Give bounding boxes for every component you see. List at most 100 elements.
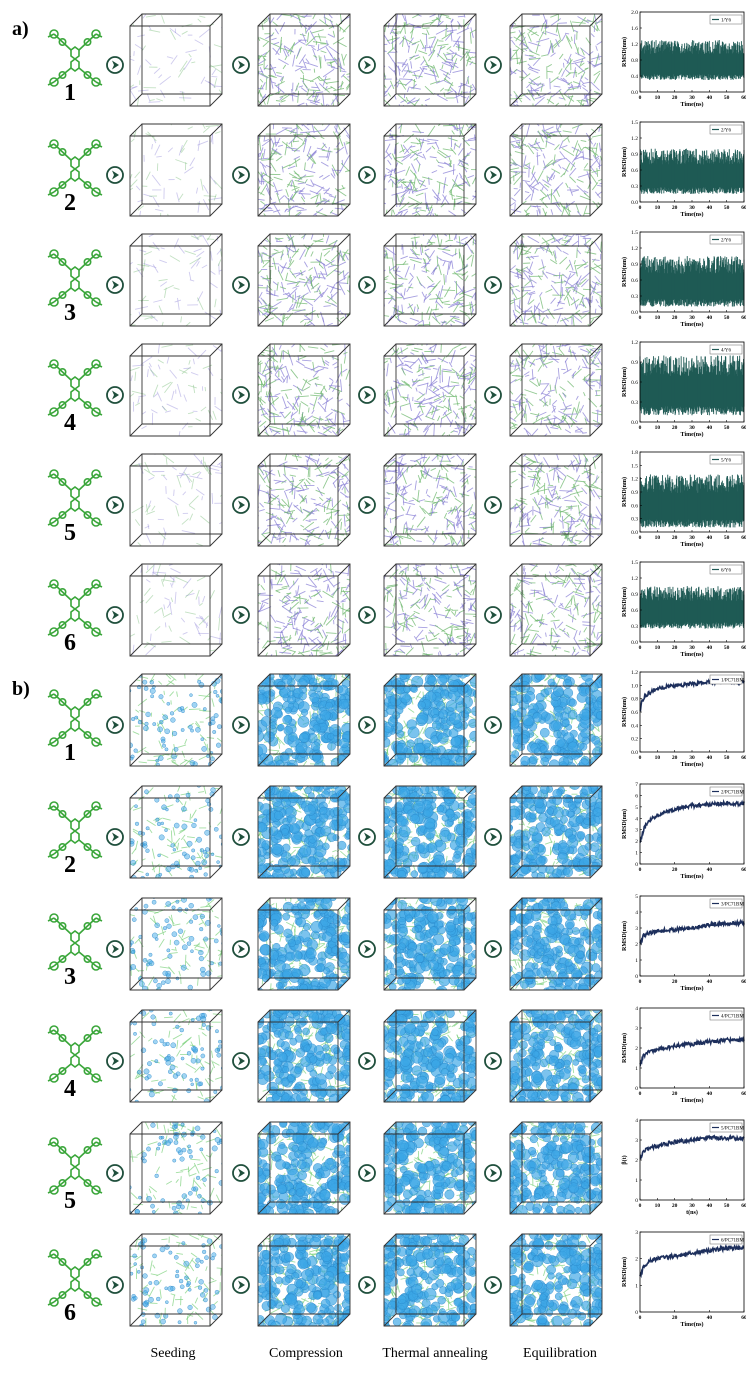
- chart-b-5-ylabel: β(t): [621, 1155, 628, 1164]
- chart-a-3-ytick: 1.2: [631, 246, 638, 252]
- row-number-a-3: 3: [64, 300, 76, 326]
- chart-a-1-ytick: 0.4: [631, 74, 638, 80]
- stage-arrow-b-3-1: [106, 940, 124, 958]
- chart-a-2-ytick: 0.0: [631, 200, 638, 206]
- chart-b-3-ytick: 0: [635, 974, 638, 980]
- chart-b-4-ytick: 0: [635, 1086, 638, 1092]
- chart-a-4-legend: 4/Y6: [709, 344, 743, 355]
- box-b-2-3: [382, 784, 478, 880]
- box-b-4-1: [128, 1008, 224, 1104]
- box-a-2-3: [382, 122, 478, 218]
- chart-b-4-ylabel: RMSD(nm): [621, 1033, 628, 1063]
- box-b-4-4: [508, 1008, 604, 1104]
- stage-arrow-a-4-3: [358, 386, 376, 404]
- chart-b-1-ytick: 0.6: [631, 710, 638, 716]
- stage-arrow-a-1-1: [106, 56, 124, 74]
- box-a-6-1: [128, 562, 224, 658]
- stage-arrow-a-4-2: [232, 386, 250, 404]
- box-a-2-2: [256, 122, 352, 218]
- chart-b-6-frame: [639, 1231, 745, 1313]
- chart-b-5-series: [639, 1133, 745, 1160]
- chart-b-4-xlabel: Time(ns): [681, 1097, 704, 1104]
- box-b-3-4: [508, 896, 604, 992]
- chart-a-3-xtick: 60: [741, 315, 746, 321]
- box-b-6-4: [508, 1232, 604, 1328]
- chart-a-6-xtick: 60: [741, 645, 746, 651]
- stage-arrow-b-5-1: [106, 1164, 124, 1182]
- chart-b-6-ytick: 2: [635, 1257, 638, 1263]
- chart-a-1-ytick: 1.6: [631, 26, 638, 32]
- stage-arrow-b-2-2: [232, 828, 250, 846]
- box-a-6-3: [382, 562, 478, 658]
- chart-b-2-ytick: 0: [635, 862, 638, 868]
- chart-b-3-ytick: 5: [635, 894, 638, 900]
- stage-arrow-a-1-2: [232, 56, 250, 74]
- chart-b-6-xlabel: Time(ns): [681, 1321, 704, 1328]
- box-b-4-3: [382, 1008, 478, 1104]
- chart-a-3-ytick: 0.3: [631, 294, 638, 300]
- chart-b-3-ytick: 4: [635, 910, 638, 916]
- chart-a-2-ytick: 0.6: [631, 168, 638, 174]
- stage-arrow-a-5-3: [358, 496, 376, 514]
- chart-a-3-xlabel: Time(ns): [681, 321, 704, 328]
- chart-a-5-ytick: 1.8: [631, 450, 638, 456]
- stage-arrow-b-3-4: [484, 940, 502, 958]
- stage-arrow-b-5-3: [358, 1164, 376, 1182]
- stage-arrow-a-2-2: [232, 166, 250, 184]
- chart-a-5-xtick: 20: [672, 535, 678, 541]
- chart-b-6-series: [639, 1243, 745, 1279]
- panel-b-label: b): [12, 678, 30, 700]
- chart-a-4-xtick: 50: [724, 425, 730, 431]
- chart-b-4-xtick: 40: [707, 1091, 713, 1097]
- chart-a-4-xtick: 0: [639, 425, 642, 431]
- stage-arrow-b-6-3: [358, 1276, 376, 1294]
- chart-b-6: 0 1 2 3 0 20 40 60 Time(ns) RMSD(nm) 6/PC71BM: [618, 1228, 747, 1328]
- chart-a-6-xtick: 20: [672, 645, 678, 651]
- chart-b-2-ytick: 6: [635, 793, 638, 799]
- box-a-3-1: [128, 232, 224, 328]
- chart-b-4-ytick: 2: [635, 1046, 638, 1052]
- box-b-5-2: [256, 1120, 352, 1216]
- chart-b-3: 0 1 2 3 4 5 0 20 40 60 Time(ns) RMSD(nm) 3/PC71BM: [618, 892, 747, 992]
- chart-a-5-ytick: 1.2: [631, 477, 638, 483]
- chart-a-1-xtick: 40: [707, 95, 713, 101]
- chart-a-1-ytick: 0.0: [631, 90, 638, 96]
- chart-a-6-ytick: 1.2: [631, 576, 638, 582]
- row-number-b-3: 3: [64, 964, 76, 990]
- stage-label-compression: Compression: [269, 1346, 343, 1361]
- box-a-2-1: [128, 122, 224, 218]
- box-a-1-4: [508, 12, 604, 108]
- chart-b-5-xtick: 30: [689, 1203, 695, 1209]
- chart-a-3-xtick: 40: [707, 315, 713, 321]
- chart-a-4-ylabel: RMSD(nm): [621, 367, 628, 397]
- box-b-2-4: [508, 784, 604, 880]
- chart-b-2-ytick: 1: [635, 851, 638, 857]
- chart-b-1-xtick: 20: [672, 755, 678, 761]
- chart-a-5-xtick: 0: [639, 535, 642, 541]
- stage-arrow-a-3-3: [358, 276, 376, 294]
- stage-arrow-b-1-1: [106, 716, 124, 734]
- chart-b-6-ytick: 3: [635, 1230, 638, 1236]
- chart-a-1-xtick: 50: [724, 95, 730, 101]
- row-number-a-1: 1: [64, 80, 76, 106]
- chart-b-1-series: [639, 677, 745, 712]
- box-b-5-4: [508, 1120, 604, 1216]
- stage-arrow-b-4-4: [484, 1052, 502, 1070]
- chart-b-3-ytick: 2: [635, 942, 638, 948]
- chart-a-3-ytick: 0.9: [631, 262, 638, 268]
- chart-a-2-ytick: 0.3: [631, 184, 638, 190]
- chart-b-2-xtick: 40: [707, 867, 713, 873]
- chart-a-2-ytick: 1.5: [631, 120, 638, 126]
- row-number-b-1: 1: [64, 740, 76, 766]
- box-a-1-3: [382, 12, 478, 108]
- stage-arrow-a-6-1: [106, 606, 124, 624]
- chart-a-4-ytick: 0.3: [631, 400, 638, 406]
- box-b-3-1: [128, 896, 224, 992]
- chart-b-6-xtick: 40: [707, 1315, 713, 1321]
- chart-b-5-xtick: 10: [655, 1203, 661, 1209]
- chart-a-2-legend: 2/Y6: [709, 124, 743, 135]
- molecule-a-2: [40, 130, 110, 200]
- row-number-a-4: 4: [64, 410, 76, 436]
- chart-b-3-xtick: 20: [672, 979, 678, 985]
- box-a-4-2: [256, 342, 352, 438]
